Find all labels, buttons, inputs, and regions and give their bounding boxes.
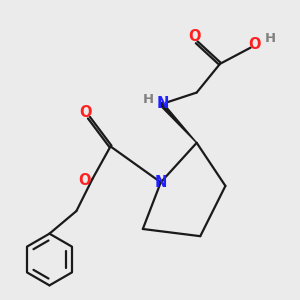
Text: H: H xyxy=(142,93,154,106)
Text: O: O xyxy=(78,173,91,188)
Polygon shape xyxy=(159,102,197,143)
Text: O: O xyxy=(248,37,260,52)
Text: O: O xyxy=(189,29,201,44)
Text: H: H xyxy=(265,32,276,45)
Text: N: N xyxy=(156,96,169,111)
Text: O: O xyxy=(79,105,92,120)
Text: N: N xyxy=(154,175,167,190)
